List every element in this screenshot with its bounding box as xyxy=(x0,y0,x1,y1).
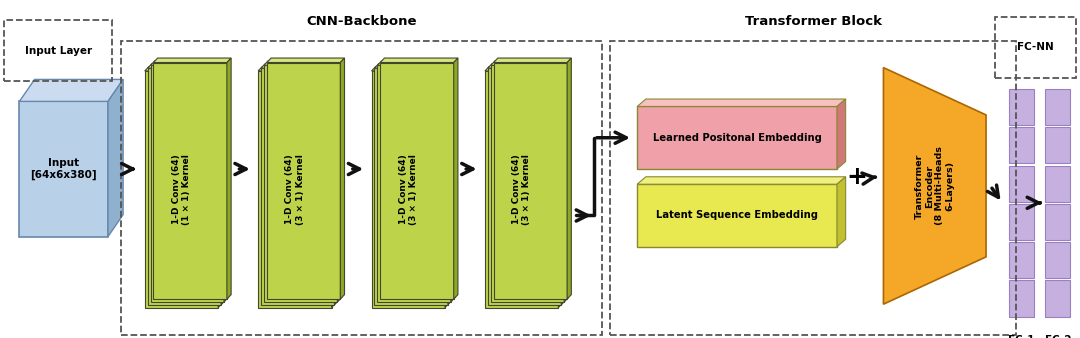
Polygon shape xyxy=(332,67,336,308)
Text: 1-D Conv (64)
(3 × 1) Kernel: 1-D Conv (64) (3 × 1) Kernel xyxy=(285,154,305,225)
Polygon shape xyxy=(377,61,455,65)
Polygon shape xyxy=(1045,89,1070,125)
Polygon shape xyxy=(375,64,453,68)
Text: FC-1
(128x256): FC-1 (128x256) xyxy=(991,335,1051,338)
Polygon shape xyxy=(261,64,339,68)
Text: Input Layer: Input Layer xyxy=(25,46,92,56)
Polygon shape xyxy=(340,58,345,299)
Polygon shape xyxy=(1009,166,1034,202)
Polygon shape xyxy=(19,79,123,101)
Polygon shape xyxy=(485,67,563,71)
Polygon shape xyxy=(372,67,449,71)
Polygon shape xyxy=(153,63,227,299)
Text: Input
[64x6x380]: Input [64x6x380] xyxy=(30,158,97,180)
Polygon shape xyxy=(494,58,571,63)
Polygon shape xyxy=(1045,281,1070,317)
Polygon shape xyxy=(1045,166,1070,202)
Text: FC-NN: FC-NN xyxy=(1016,42,1054,52)
Polygon shape xyxy=(837,99,846,169)
Polygon shape xyxy=(637,177,846,184)
Polygon shape xyxy=(558,67,563,308)
Polygon shape xyxy=(1045,242,1070,279)
Polygon shape xyxy=(335,64,339,305)
Polygon shape xyxy=(488,64,566,68)
Polygon shape xyxy=(1009,89,1034,125)
Polygon shape xyxy=(450,61,455,302)
Polygon shape xyxy=(264,61,341,65)
Polygon shape xyxy=(377,65,450,302)
Text: CNN-Backbone: CNN-Backbone xyxy=(307,16,417,28)
Polygon shape xyxy=(562,64,566,305)
Polygon shape xyxy=(1045,127,1070,164)
Text: Learned Positonal Embedding: Learned Positonal Embedding xyxy=(652,133,822,143)
Text: 1-D Conv (64)
(3 × 1) Kernel: 1-D Conv (64) (3 × 1) Kernel xyxy=(512,154,531,225)
Text: 1-D Conv (64)
(3 × 1) Kernel: 1-D Conv (64) (3 × 1) Kernel xyxy=(399,154,418,225)
Text: +: + xyxy=(846,165,867,190)
Polygon shape xyxy=(337,61,341,302)
Polygon shape xyxy=(375,68,448,305)
Polygon shape xyxy=(490,61,568,65)
Polygon shape xyxy=(564,61,568,302)
Polygon shape xyxy=(488,68,562,305)
Polygon shape xyxy=(145,67,222,71)
Polygon shape xyxy=(1009,242,1034,279)
Text: FC-2
(256x3): FC-2 (256x3) xyxy=(1036,335,1080,338)
Polygon shape xyxy=(264,65,337,302)
Polygon shape xyxy=(448,64,453,305)
Polygon shape xyxy=(148,64,226,68)
FancyBboxPatch shape xyxy=(637,106,837,169)
Polygon shape xyxy=(372,71,445,308)
Polygon shape xyxy=(445,67,449,308)
Polygon shape xyxy=(454,58,458,299)
Polygon shape xyxy=(883,68,986,304)
Polygon shape xyxy=(637,99,846,106)
Polygon shape xyxy=(380,63,454,299)
FancyBboxPatch shape xyxy=(637,184,837,247)
Polygon shape xyxy=(153,58,231,63)
Polygon shape xyxy=(267,58,345,63)
Polygon shape xyxy=(485,71,558,308)
Polygon shape xyxy=(224,61,228,302)
Polygon shape xyxy=(261,68,335,305)
Polygon shape xyxy=(494,63,567,299)
Text: Transformer Block: Transformer Block xyxy=(745,16,881,28)
Polygon shape xyxy=(150,65,224,302)
Text: Latent Sequence Embedding: Latent Sequence Embedding xyxy=(657,211,819,220)
Polygon shape xyxy=(258,67,336,71)
Polygon shape xyxy=(108,79,123,237)
Polygon shape xyxy=(221,64,226,305)
FancyBboxPatch shape xyxy=(19,101,108,237)
Polygon shape xyxy=(837,177,846,247)
Polygon shape xyxy=(1045,204,1070,240)
Polygon shape xyxy=(490,65,564,302)
Polygon shape xyxy=(148,68,221,305)
Text: Transformer
Encoder
(8 Multi-Heads
6-Layers): Transformer Encoder (8 Multi-Heads 6-Lay… xyxy=(915,146,955,225)
Polygon shape xyxy=(1009,281,1034,317)
Polygon shape xyxy=(267,63,340,299)
Text: 1-D Conv (64)
(1 × 1) Kernel: 1-D Conv (64) (1 × 1) Kernel xyxy=(172,154,191,225)
Polygon shape xyxy=(380,58,458,63)
Polygon shape xyxy=(567,58,571,299)
Polygon shape xyxy=(218,67,222,308)
Polygon shape xyxy=(1009,204,1034,240)
Polygon shape xyxy=(1009,127,1034,164)
Polygon shape xyxy=(145,71,218,308)
Polygon shape xyxy=(227,58,231,299)
Polygon shape xyxy=(258,71,332,308)
Polygon shape xyxy=(150,61,228,65)
